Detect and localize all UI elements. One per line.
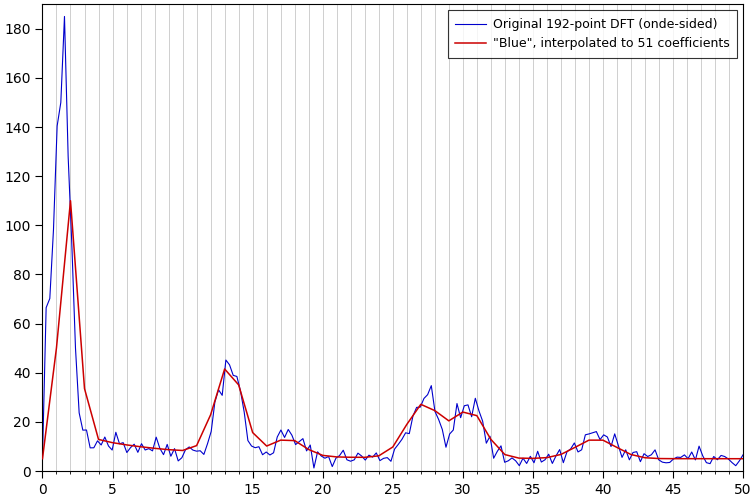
Original 192-point DFT (onde-sided) (38, 456, 47, 462)
"Blue", interpolated to 51 coefficients (276, 437, 285, 443)
"Blue", interpolated to 51 coefficients (38, 456, 47, 462)
Line: "Blue", interpolated to 51 coefficients: "Blue", interpolated to 51 coefficients (42, 201, 743, 459)
Original 192-point DFT (onde-sided) (739, 452, 748, 458)
Original 192-point DFT (onde-sided) (309, 465, 318, 471)
Original 192-point DFT (onde-sided) (485, 433, 494, 439)
Original 192-point DFT (onde-sided) (126, 444, 135, 450)
"Blue", interpolated to 51 coefficients (724, 456, 733, 462)
"Blue", interpolated to 51 coefficients (514, 455, 523, 461)
Original 192-point DFT (onde-sided) (60, 14, 69, 20)
"Blue", interpolated to 51 coefficients (556, 451, 565, 457)
"Blue", interpolated to 51 coefficients (262, 443, 271, 449)
"Blue", interpolated to 51 coefficients (206, 412, 215, 418)
Original 192-point DFT (onde-sided) (327, 463, 336, 469)
Original 192-point DFT (onde-sided) (335, 452, 344, 458)
"Blue", interpolated to 51 coefficients (66, 198, 75, 204)
Legend: Original 192-point DFT (onde-sided), "Blue", interpolated to 51 coefficients: Original 192-point DFT (onde-sided), "Bl… (448, 11, 737, 58)
Original 192-point DFT (onde-sided) (398, 436, 407, 442)
Line: Original 192-point DFT (onde-sided): Original 192-point DFT (onde-sided) (42, 17, 743, 468)
"Blue", interpolated to 51 coefficients (739, 456, 748, 462)
Original 192-point DFT (onde-sided) (445, 431, 454, 437)
